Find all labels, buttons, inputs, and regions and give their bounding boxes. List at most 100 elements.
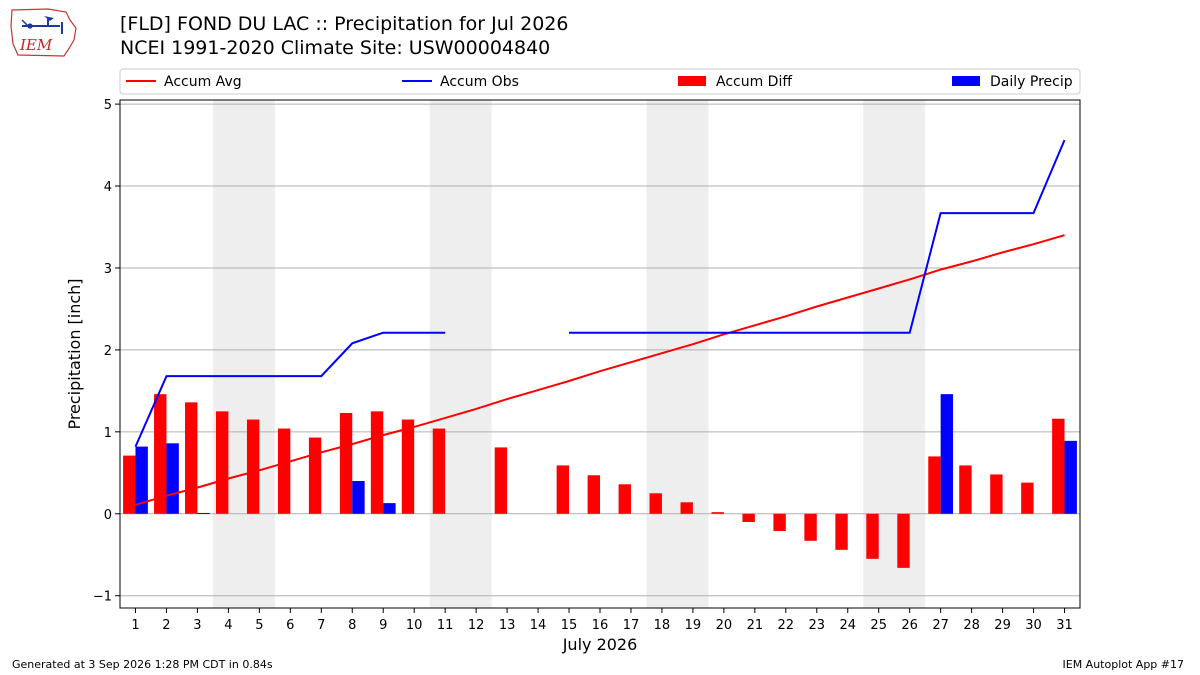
accum-diff-bar-day-2 bbox=[154, 394, 167, 514]
x-tick-label-28: 28 bbox=[963, 618, 980, 633]
x-tick-label-4: 4 bbox=[224, 618, 232, 633]
weekend-bands bbox=[212, 100, 926, 608]
generated-timestamp: Generated at 3 Sep 2026 1:28 PM CDT in 0… bbox=[12, 658, 273, 671]
accum-diff-bar-day-24 bbox=[835, 513, 848, 550]
accum-diff-bar-day-6 bbox=[277, 428, 291, 514]
x-tick-label-7: 7 bbox=[317, 618, 325, 633]
series-lines bbox=[134, 139, 1066, 506]
accum-diff-bar-day-7 bbox=[308, 437, 322, 514]
accum-diff-bar-day-23 bbox=[804, 513, 817, 541]
accum-diff-bar-day-17 bbox=[618, 484, 631, 514]
title-line-2: NCEI 1991-2020 Climate Site: USW00004840 bbox=[120, 37, 551, 59]
x-tick-label-8: 8 bbox=[348, 618, 356, 633]
accum-diff-bar-day-8 bbox=[339, 412, 353, 514]
legend-label-accum-obs: Accum Obs bbox=[440, 74, 519, 90]
x-tick-label-12: 12 bbox=[468, 618, 485, 633]
x-tick-label-1: 1 bbox=[131, 618, 139, 633]
legend: Accum Avg Accum Obs Accum Diff Daily Precip bbox=[119, 68, 1081, 95]
y-tick-label-4: 4 bbox=[104, 180, 112, 195]
daily-precip-bar-day-9 bbox=[383, 503, 396, 514]
x-tick-label-26: 26 bbox=[901, 618, 918, 633]
accum-diff-bar-day-30 bbox=[1021, 482, 1034, 514]
x-tick-label-16: 16 bbox=[592, 618, 609, 633]
accum-diff-bar-day-9 bbox=[370, 411, 384, 514]
accum-diff-bar-day-3 bbox=[185, 402, 198, 514]
x-tick-label-10: 10 bbox=[406, 618, 423, 633]
daily-precip-bar-day-27 bbox=[940, 394, 954, 514]
accum-diff-bar-day-4 bbox=[216, 411, 229, 514]
daily-precip-bar-day-2 bbox=[166, 443, 179, 514]
accum-diff-bar-day-22 bbox=[773, 513, 786, 531]
accum-diff-bar-day-21 bbox=[742, 513, 755, 522]
legend-swatch-accum-diff bbox=[678, 76, 706, 86]
accum-diff-bar-day-19 bbox=[680, 502, 693, 514]
y-tick-label-5: 5 bbox=[104, 98, 112, 113]
y-tick-label-2: 2 bbox=[104, 344, 112, 359]
x-tick-label-25: 25 bbox=[870, 618, 887, 633]
x-tick-label-27: 27 bbox=[932, 618, 949, 633]
accum-diff-bar-day-27 bbox=[928, 456, 941, 514]
y-axis-label: Precipitation [inch] bbox=[65, 278, 84, 429]
accum-obs-line bbox=[134, 139, 1066, 448]
accum-diff-bar-day-26 bbox=[897, 513, 910, 568]
daily-precip-bar-day-31 bbox=[1064, 440, 1077, 514]
y-tick-label-3: 3 bbox=[104, 262, 112, 277]
x-tick-label-18: 18 bbox=[654, 618, 671, 633]
bars bbox=[123, 394, 1077, 568]
y-tick-label-0: 0 bbox=[104, 508, 112, 523]
weekend-band-1 bbox=[212, 100, 275, 608]
x-axis-label: July 2026 bbox=[562, 635, 638, 654]
x-tick-label-19: 19 bbox=[685, 618, 702, 633]
accum-diff-bar-day-28 bbox=[959, 465, 972, 514]
iem-logo: IEM bbox=[10, 8, 77, 57]
y-tick-label-1: 1 bbox=[104, 426, 112, 441]
legend-label-accum-diff: Accum Diff bbox=[716, 74, 792, 90]
accum-avg-line bbox=[135, 234, 1065, 506]
accum-diff-bar-day-31 bbox=[1052, 418, 1065, 514]
accum-diff-bar-day-10 bbox=[401, 419, 415, 514]
accum-diff-bar-day-16 bbox=[587, 475, 600, 514]
legend-box bbox=[119, 68, 1081, 95]
title-line-1: [FLD] FOND DU LAC :: Precipitation for J… bbox=[120, 13, 569, 35]
app-label: IEM Autoplot App #17 bbox=[1062, 658, 1185, 671]
accum-diff-bar-day-18 bbox=[649, 493, 662, 514]
accum-diff-bar-day-15 bbox=[556, 465, 570, 514]
accum-diff-bar-day-13 bbox=[494, 447, 508, 514]
y-axis-ticks: −1 0 1 2 3 4 5 bbox=[93, 98, 120, 605]
daily-precip-bar-day-8 bbox=[352, 481, 365, 514]
daily-precip-bar-day-3 bbox=[197, 512, 210, 514]
x-tick-label-22: 22 bbox=[778, 618, 795, 633]
x-tick-label-5: 5 bbox=[255, 618, 263, 633]
chart-title: [FLD] FOND DU LAC :: Precipitation for J… bbox=[120, 12, 568, 60]
x-tick-label-3: 3 bbox=[193, 618, 201, 633]
x-tick-label-31: 31 bbox=[1056, 618, 1073, 633]
legend-label-accum-avg: Accum Avg bbox=[164, 74, 242, 90]
accum-diff-bar-day-5 bbox=[246, 419, 260, 514]
x-tick-label-2: 2 bbox=[162, 618, 170, 633]
daily-precip-bar-day-1 bbox=[135, 446, 148, 514]
x-tick-label-9: 9 bbox=[379, 618, 387, 633]
accum-diff-bar-day-20 bbox=[711, 512, 724, 514]
legend-label-daily-precip: Daily Precip bbox=[990, 74, 1073, 90]
x-tick-label-20: 20 bbox=[716, 618, 733, 633]
x-tick-label-21: 21 bbox=[747, 618, 764, 633]
x-axis-ticks: 1 2 3 4 5 6 7 8 9 10 11 12 13 14 15 16 17 18 19 20 21 22 23 24 2… bbox=[131, 608, 1073, 633]
x-tick-label-13: 13 bbox=[499, 618, 516, 633]
y-tick-label--1: −1 bbox=[93, 590, 112, 605]
x-tick-label-17: 17 bbox=[623, 618, 640, 633]
x-tick-label-30: 30 bbox=[1025, 618, 1042, 633]
x-tick-label-11: 11 bbox=[437, 618, 454, 633]
x-tick-label-15: 15 bbox=[561, 618, 578, 633]
accum-diff-bar-day-25 bbox=[866, 513, 879, 559]
x-tick-label-6: 6 bbox=[286, 618, 294, 633]
legend-swatch-daily-precip bbox=[952, 76, 980, 86]
accum-diff-bar-day-11 bbox=[432, 428, 446, 514]
weekend-band-2 bbox=[429, 100, 492, 608]
x-tick-label-29: 29 bbox=[994, 618, 1011, 633]
x-tick-label-24: 24 bbox=[839, 618, 856, 633]
x-tick-label-14: 14 bbox=[530, 618, 547, 633]
x-tick-label-23: 23 bbox=[809, 618, 826, 633]
accum-diff-bar-day-1 bbox=[123, 455, 136, 514]
accum-diff-bar-day-29 bbox=[990, 474, 1003, 514]
